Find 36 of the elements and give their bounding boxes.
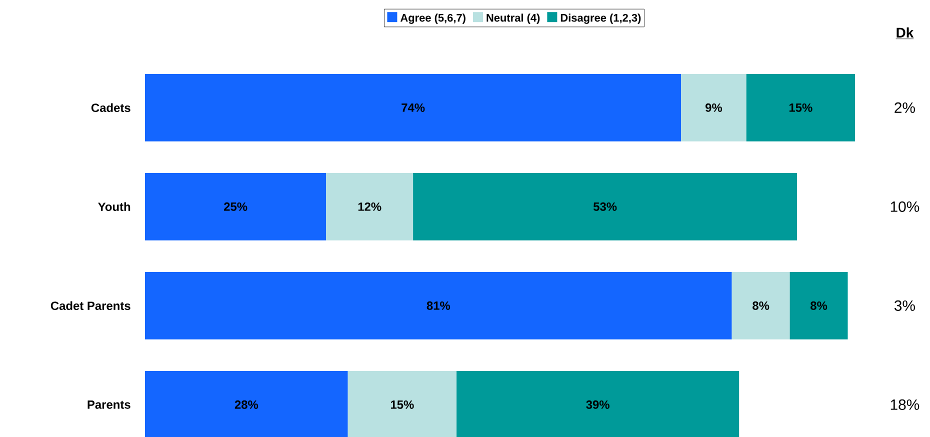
data-label: 15% bbox=[789, 103, 812, 112]
bar bbox=[790, 272, 848, 340]
y-tick-label: Parents bbox=[88, 400, 130, 409]
legend-label: Neutral (4) bbox=[486, 14, 540, 24]
y-tick-label: Cadet Parents bbox=[50, 301, 130, 310]
bar bbox=[681, 74, 746, 142]
data-label: 8% bbox=[752, 301, 770, 310]
bar bbox=[456, 370, 740, 437]
bar bbox=[145, 74, 682, 142]
bar bbox=[326, 172, 414, 240]
bar bbox=[145, 370, 348, 437]
text: 3% bbox=[894, 300, 915, 311]
data-label: 53% bbox=[593, 202, 617, 211]
data-label: 81% bbox=[426, 301, 450, 310]
bar bbox=[732, 272, 790, 340]
data-label: 15% bbox=[390, 400, 414, 409]
legend-label: Disagree (1,2,3) bbox=[560, 14, 641, 24]
bar bbox=[145, 272, 732, 340]
data-label: 9% bbox=[706, 103, 722, 112]
y-tick-label: Cadets bbox=[91, 103, 130, 112]
legend-label: Agree (5,6,7) bbox=[400, 14, 466, 24]
data-label: 39% bbox=[586, 400, 610, 409]
data-label: 74% bbox=[402, 103, 425, 112]
text: 2% bbox=[894, 102, 915, 113]
bar bbox=[145, 172, 326, 240]
bar bbox=[746, 74, 856, 142]
bar bbox=[413, 172, 798, 240]
data-label: 8% bbox=[810, 301, 828, 310]
text: 10% bbox=[890, 201, 920, 212]
text: Dk bbox=[896, 27, 914, 38]
bar bbox=[348, 370, 457, 437]
data-label: 25% bbox=[224, 202, 248, 211]
data-label: 12% bbox=[358, 202, 382, 211]
y-tick-label: Youth bbox=[98, 202, 130, 212]
data-label: 28% bbox=[234, 400, 258, 409]
text: 18% bbox=[890, 399, 920, 410]
